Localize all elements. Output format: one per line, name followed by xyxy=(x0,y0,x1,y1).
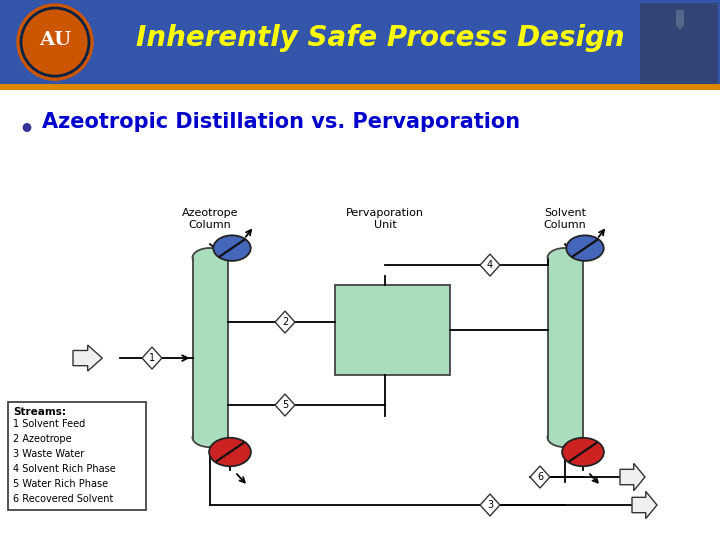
Text: 3: 3 xyxy=(487,500,493,510)
Text: 4 Solvent Rich Phase: 4 Solvent Rich Phase xyxy=(13,464,116,474)
Text: 1 Solvent Feed: 1 Solvent Feed xyxy=(13,419,85,429)
Text: 6: 6 xyxy=(537,472,543,482)
Text: 5 Water Rich Phase: 5 Water Rich Phase xyxy=(13,479,108,489)
Text: 4: 4 xyxy=(487,260,493,270)
Text: •: • xyxy=(18,118,34,142)
Bar xyxy=(193,258,227,437)
Text: Pervaporation
Unit: Pervaporation Unit xyxy=(346,208,424,230)
Polygon shape xyxy=(275,311,295,333)
Ellipse shape xyxy=(213,235,251,261)
Bar xyxy=(192,258,228,437)
Ellipse shape xyxy=(547,248,582,267)
Text: Azeotropic Distillation vs. Pervaporation: Azeotropic Distillation vs. Pervaporatio… xyxy=(42,112,520,132)
Text: AU: AU xyxy=(39,31,71,49)
Polygon shape xyxy=(480,254,500,276)
Text: 6 Recovered Solvent: 6 Recovered Solvent xyxy=(13,494,113,504)
Bar xyxy=(547,258,582,437)
Polygon shape xyxy=(620,463,645,491)
Bar xyxy=(548,258,582,437)
Ellipse shape xyxy=(547,428,582,447)
Bar xyxy=(8,402,146,510)
Polygon shape xyxy=(275,394,295,416)
Text: Azeotrope
Column: Azeotrope Column xyxy=(181,208,238,230)
Bar xyxy=(640,3,718,85)
Polygon shape xyxy=(142,347,162,369)
Polygon shape xyxy=(632,491,657,518)
Text: Inherently Safe Process Design: Inherently Safe Process Design xyxy=(135,24,624,52)
Text: 2: 2 xyxy=(282,317,288,327)
Polygon shape xyxy=(73,345,102,371)
Bar xyxy=(335,285,450,375)
Ellipse shape xyxy=(562,438,604,466)
Polygon shape xyxy=(676,10,684,85)
Circle shape xyxy=(17,4,93,80)
Text: Solvent
Column: Solvent Column xyxy=(544,208,586,230)
Polygon shape xyxy=(480,494,500,516)
Text: Streams:: Streams: xyxy=(13,407,66,417)
Ellipse shape xyxy=(209,438,251,466)
Ellipse shape xyxy=(567,235,603,261)
Polygon shape xyxy=(530,466,550,488)
Text: 1: 1 xyxy=(149,353,155,363)
Text: 5: 5 xyxy=(282,400,288,410)
Ellipse shape xyxy=(192,248,228,267)
Text: 3 Waste Water: 3 Waste Water xyxy=(13,449,84,459)
Ellipse shape xyxy=(192,428,228,447)
Text: 2 Azeotrope: 2 Azeotrope xyxy=(13,434,71,444)
